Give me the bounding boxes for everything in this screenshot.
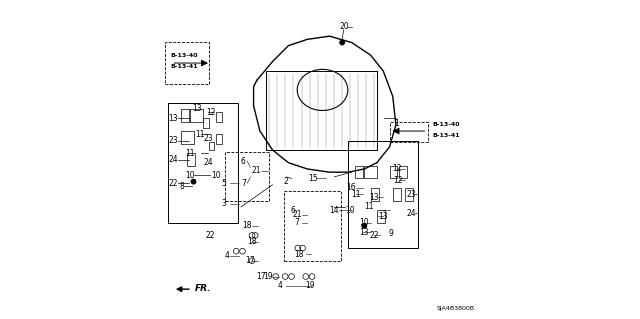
Text: 19: 19 (305, 281, 314, 291)
Text: FR.: FR. (195, 284, 212, 293)
Text: 13: 13 (369, 193, 379, 202)
Circle shape (340, 40, 344, 45)
Text: 8: 8 (179, 182, 184, 191)
Text: 15: 15 (308, 174, 317, 183)
Text: 10: 10 (360, 218, 369, 227)
Circle shape (191, 179, 196, 184)
Bar (390, 166, 397, 178)
Text: B-13-41: B-13-41 (171, 64, 198, 69)
Text: 18: 18 (242, 221, 252, 230)
Text: 13: 13 (192, 104, 202, 113)
Text: 14: 14 (330, 206, 339, 215)
Text: B-13-41: B-13-41 (432, 133, 460, 138)
Text: 22: 22 (168, 179, 178, 188)
Text: 13: 13 (360, 228, 369, 237)
Text: 24: 24 (407, 209, 417, 218)
Text: 4: 4 (278, 281, 283, 291)
Text: 7: 7 (294, 218, 299, 227)
Text: 11: 11 (195, 130, 205, 139)
Bar (216, 134, 222, 144)
Text: B-13-40: B-13-40 (432, 122, 460, 127)
Text: 6: 6 (291, 206, 296, 215)
Text: 6: 6 (241, 157, 246, 166)
Text: 21: 21 (252, 166, 261, 175)
Bar (181, 109, 189, 122)
Bar (399, 166, 407, 178)
Text: 9: 9 (388, 229, 394, 238)
Text: SJA4B3800B: SJA4B3800B (437, 306, 475, 311)
Text: 22: 22 (205, 231, 214, 240)
Text: 16: 16 (346, 183, 356, 192)
Bar (355, 166, 363, 178)
Bar (187, 153, 195, 166)
Text: 22: 22 (369, 231, 379, 240)
Bar (371, 188, 378, 201)
Text: 3: 3 (221, 199, 226, 208)
Bar (209, 142, 214, 150)
Text: 10: 10 (186, 171, 195, 180)
Bar (364, 166, 377, 178)
Text: 19: 19 (264, 272, 273, 281)
Bar (216, 112, 222, 122)
Text: 12: 12 (394, 175, 403, 185)
Bar (190, 109, 203, 122)
Bar (181, 131, 193, 144)
Text: 11: 11 (186, 149, 195, 158)
Bar (405, 188, 413, 201)
Text: 7: 7 (241, 179, 246, 188)
Text: B-13-40: B-13-40 (171, 53, 198, 58)
Text: 23: 23 (204, 134, 214, 144)
Text: 18: 18 (294, 250, 304, 259)
Text: 10: 10 (211, 171, 220, 180)
Circle shape (362, 224, 367, 228)
Bar (377, 210, 385, 223)
Text: 18: 18 (247, 237, 257, 246)
Bar (203, 118, 209, 128)
Text: 13: 13 (168, 114, 178, 123)
Text: 10: 10 (345, 206, 355, 215)
Text: 23: 23 (168, 136, 178, 145)
Text: 24: 24 (204, 158, 214, 167)
Text: 17: 17 (257, 272, 266, 281)
Text: 5: 5 (221, 179, 227, 188)
Text: 17: 17 (245, 256, 255, 265)
Bar (393, 188, 401, 201)
Text: 12: 12 (392, 165, 401, 174)
Text: 11: 11 (364, 203, 374, 211)
Text: 1: 1 (394, 119, 399, 128)
Text: 12: 12 (206, 108, 216, 116)
Text: 2: 2 (284, 177, 289, 186)
Text: 11: 11 (351, 190, 361, 199)
Text: 13: 13 (378, 212, 388, 221)
Text: 23: 23 (407, 190, 417, 199)
Text: 21: 21 (292, 210, 302, 219)
Text: 24: 24 (168, 155, 178, 164)
Text: 4: 4 (224, 251, 229, 260)
Text: 20: 20 (339, 22, 349, 31)
